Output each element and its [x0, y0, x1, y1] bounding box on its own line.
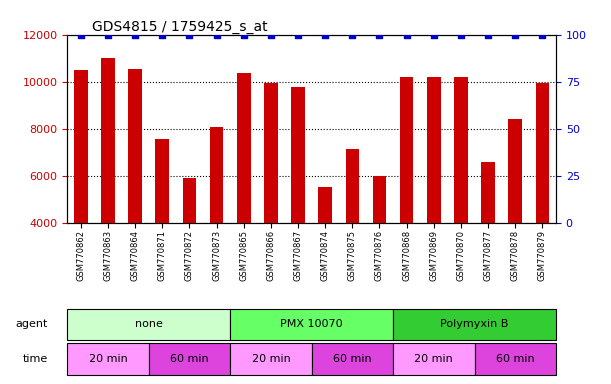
- Point: [130, 31, 140, 38]
- Bar: [312, 343, 393, 374]
- Bar: [237, 73, 251, 317]
- Text: time: time: [23, 354, 48, 364]
- Bar: [393, 309, 556, 340]
- Text: 60 min: 60 min: [333, 354, 371, 364]
- Text: agent: agent: [16, 319, 48, 329]
- Bar: [481, 162, 495, 317]
- Text: none: none: [135, 319, 163, 329]
- Bar: [183, 178, 196, 317]
- Point: [266, 31, 276, 38]
- Bar: [101, 58, 115, 317]
- Point: [538, 31, 547, 38]
- Point: [402, 31, 412, 38]
- Bar: [74, 70, 87, 317]
- Bar: [346, 149, 359, 317]
- Point: [239, 31, 249, 38]
- Point: [375, 31, 384, 38]
- Bar: [393, 343, 475, 374]
- Point: [456, 31, 466, 38]
- Bar: [291, 88, 305, 317]
- Text: 20 min: 20 min: [414, 354, 453, 364]
- Bar: [536, 83, 549, 317]
- Bar: [400, 77, 414, 317]
- Point: [348, 31, 357, 38]
- Bar: [210, 127, 224, 317]
- Bar: [230, 309, 393, 340]
- Bar: [318, 187, 332, 317]
- Bar: [475, 343, 556, 374]
- Point: [185, 31, 194, 38]
- Bar: [508, 119, 522, 317]
- Point: [103, 31, 113, 38]
- Point: [158, 31, 167, 38]
- Bar: [427, 77, 441, 317]
- Bar: [128, 69, 142, 317]
- Bar: [373, 176, 386, 317]
- Text: GDS4815 / 1759425_s_at: GDS4815 / 1759425_s_at: [92, 20, 267, 33]
- Bar: [454, 77, 468, 317]
- Text: 60 min: 60 min: [170, 354, 209, 364]
- Point: [429, 31, 439, 38]
- Point: [483, 31, 493, 38]
- Bar: [148, 343, 230, 374]
- Text: Polymyxin B: Polymyxin B: [441, 319, 509, 329]
- Point: [510, 31, 520, 38]
- Bar: [230, 343, 312, 374]
- Bar: [67, 309, 230, 340]
- Text: 20 min: 20 min: [89, 354, 127, 364]
- Bar: [264, 83, 277, 317]
- Text: PMX 10070: PMX 10070: [280, 319, 343, 329]
- Point: [320, 31, 330, 38]
- Point: [293, 31, 303, 38]
- Point: [211, 31, 221, 38]
- Bar: [155, 139, 169, 317]
- Text: 60 min: 60 min: [496, 354, 535, 364]
- Point: [76, 31, 86, 38]
- Text: 20 min: 20 min: [252, 354, 290, 364]
- Bar: [67, 343, 148, 374]
